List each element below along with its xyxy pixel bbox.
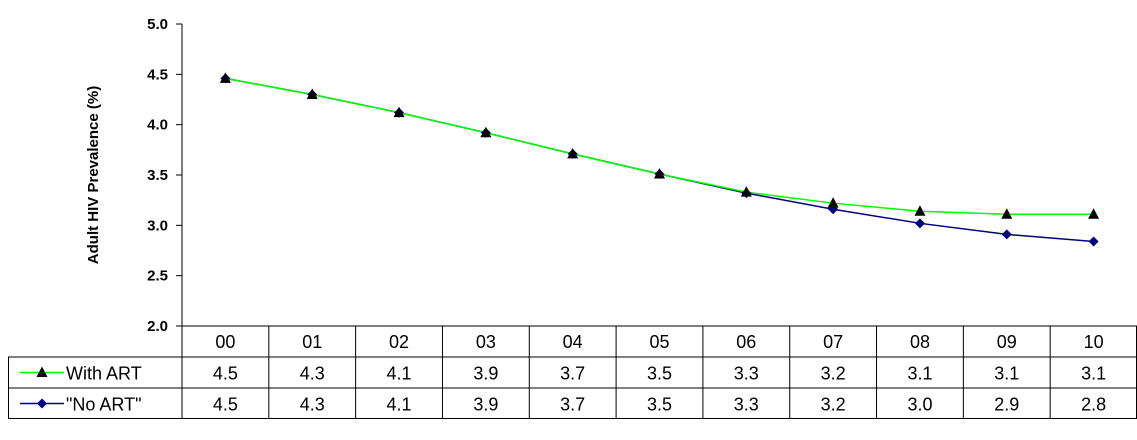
legend-label: With ART	[66, 364, 142, 384]
data-label: 4.3	[300, 364, 325, 384]
data-point-marker	[1001, 208, 1013, 219]
data-point-marker	[827, 197, 839, 208]
data-label: 4.5	[213, 395, 238, 415]
data-point-marker	[37, 398, 47, 409]
x-tick-label: 05	[649, 332, 669, 352]
y-axis-title: Adult HIV Prevalence (%)	[85, 86, 102, 264]
data-label: 3.2	[821, 395, 846, 415]
data-label: 3.5	[647, 364, 672, 384]
x-tick-label: 09	[997, 332, 1017, 352]
plot-area	[219, 72, 1100, 247]
data-point-marker	[740, 186, 752, 197]
x-tick-label: 08	[910, 332, 930, 352]
x-tick-label: 00	[215, 332, 235, 352]
data-label: 3.1	[994, 364, 1019, 384]
x-tick-label: 07	[823, 332, 843, 352]
y-tick-label: 5.0	[147, 16, 168, 33]
x-tick-label: 04	[563, 332, 583, 352]
data-label: 2.9	[994, 395, 1019, 415]
legend-label: "No ART"	[66, 395, 141, 415]
y-tick-label: 2.5	[147, 268, 168, 285]
data-point-marker	[567, 147, 579, 159]
data-table: 00 01 02 03 04 05 06 07 08 09 10 With ART 4.5 4.3 4.1 3…	[8, 325, 1137, 419]
data-label: 3.3	[734, 364, 759, 384]
data-point-marker	[393, 106, 405, 118]
data-point-marker	[219, 72, 231, 83]
data-point-marker	[1088, 208, 1100, 219]
series-with-art	[225, 77, 1094, 216]
data-label: 3.2	[821, 364, 846, 384]
data-label: 4.1	[387, 364, 412, 384]
y-tick-label: 2.0	[147, 318, 168, 335]
y-axis-title-group: Adult HIV Prevalence (%)	[85, 86, 102, 264]
data-label: 3.1	[1081, 364, 1106, 384]
x-tick-label: 06	[736, 332, 756, 352]
y-tick-label: 3.5	[147, 167, 168, 184]
x-tick-label: 02	[389, 332, 409, 352]
series-markers	[220, 73, 1099, 247]
y-tick-label: 4.0	[147, 117, 168, 134]
data-point-marker	[480, 126, 492, 138]
x-tick-label: 10	[1084, 332, 1104, 352]
data-label: 3.7	[560, 395, 585, 415]
data-label: 3.0	[907, 395, 932, 415]
data-point-marker	[36, 366, 48, 377]
data-label: 4.5	[213, 364, 238, 384]
x-tick-label: 03	[476, 332, 496, 352]
data-label: 3.3	[734, 395, 759, 415]
series-line	[225, 77, 1094, 216]
data-label: 3.1	[907, 364, 932, 384]
series-markers	[219, 72, 1100, 219]
data-point-marker	[914, 205, 926, 216]
x-tick-label: 01	[302, 332, 322, 352]
data-point-marker	[1088, 236, 1099, 247]
data-point-marker	[914, 218, 925, 229]
y-tick-label: 4.5	[147, 66, 168, 83]
data-label: 3.9	[473, 364, 498, 384]
data-point-marker	[654, 167, 665, 179]
data-label: 3.7	[560, 364, 585, 384]
data-point-marker	[306, 88, 318, 99]
data-label: 4.1	[387, 395, 412, 415]
data-label: 4.3	[300, 395, 325, 415]
data-point-marker	[1001, 229, 1012, 240]
data-label: 2.8	[1081, 395, 1106, 415]
y-axis: 2.0 2.5 3.0 3.5 4.0 4.5 5.0	[147, 16, 183, 335]
data-label: 3.9	[473, 395, 498, 415]
y-tick-label: 3.0	[147, 217, 168, 234]
data-label: 3.5	[647, 395, 672, 415]
